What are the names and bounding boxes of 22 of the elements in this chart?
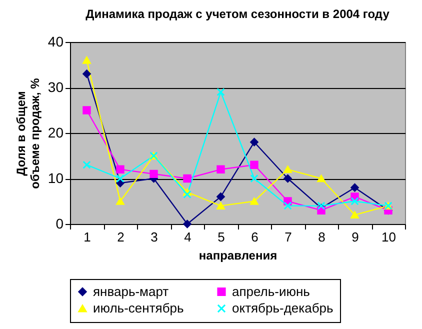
x-axis-title: направления: [198, 248, 278, 262]
legend-label: июль-сентябрь: [93, 300, 184, 316]
x-tick-label: 7: [284, 230, 292, 244]
x-tick-label: 5: [218, 230, 225, 244]
x-tick-label: 9: [352, 230, 359, 244]
y-tick-label: 10: [48, 170, 64, 186]
x-tick-label: 1: [84, 230, 91, 244]
chart-title: Динамика продаж с учетом сезонности в 2004 году: [86, 7, 390, 21]
y-tick-label: 20: [48, 124, 64, 140]
y-axis-title: Доля в общем объеме продаж, %: [14, 78, 42, 189]
x-tick-label: 6: [251, 230, 258, 244]
x-tick-label: 2: [117, 230, 124, 244]
x-tick-label: 4: [184, 230, 192, 244]
y-tick-label: 0: [56, 216, 64, 232]
x-tick-label: 3: [150, 230, 158, 244]
x-tick-label: 10: [382, 230, 396, 244]
legend-label: апрель-июнь: [232, 284, 310, 299]
y-tick-label: 40: [48, 34, 64, 50]
legend-label: октябрь-декабрь: [232, 300, 334, 316]
y-tick-label: 30: [48, 79, 64, 95]
x-tick-label: 8: [318, 230, 326, 244]
legend-label: январь-март: [93, 284, 169, 299]
